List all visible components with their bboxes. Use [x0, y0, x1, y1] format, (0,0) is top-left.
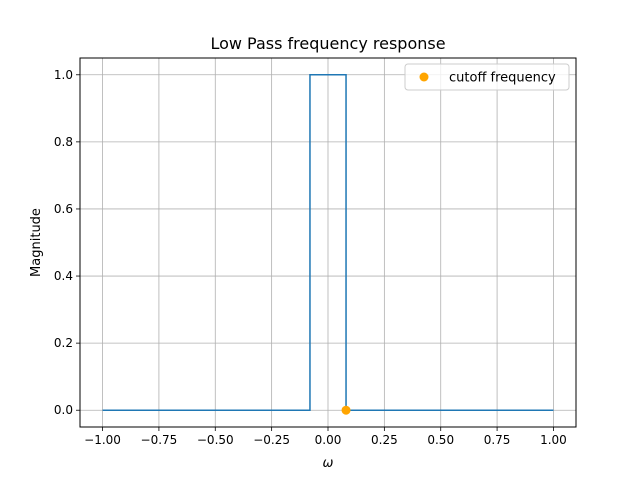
x-tick-label: 0.25: [371, 433, 398, 447]
series-layer: [102, 74, 554, 415]
x-tick-label: 0.00: [315, 433, 342, 447]
y-tick-label: 0.6: [54, 202, 73, 216]
x-axis: −1.00 −0.75 −0.50 −0.25 0.00 0.25 0.50 0.75 1.00: [84, 427, 567, 447]
y-axis-label: Magnitude: [29, 208, 44, 277]
x-tick-label: 0.50: [427, 433, 454, 447]
cutoff-point: [341, 405, 351, 415]
x-tick-label: −0.75: [141, 433, 178, 447]
x-tick-label: 1.00: [540, 433, 567, 447]
y-tick-label: 0.4: [54, 269, 73, 283]
legend: cutoff frequency: [404, 63, 570, 91]
y-tick-label: 0.2: [54, 336, 73, 350]
response-line: [102, 74, 554, 411]
x-axis-label: ω: [323, 456, 334, 471]
legend-marker: [419, 72, 429, 82]
y-tick-label: 0.8: [54, 135, 73, 149]
x-tick-label: 0.75: [484, 433, 511, 447]
x-tick-label: −0.50: [197, 433, 234, 447]
legend-box: [404, 63, 570, 91]
legend-label: cutoff frequency: [449, 71, 556, 86]
y-tick-label: 0.0: [54, 403, 73, 417]
y-tick-label: 1.0: [54, 68, 73, 82]
x-tick-label: −0.25: [253, 433, 290, 447]
y-axis: 0.0 0.2 0.4 0.6 0.8 1.0: [54, 68, 80, 417]
chart-title: Low Pass frequency response: [210, 34, 445, 53]
x-tick-label: −1.00: [84, 433, 121, 447]
